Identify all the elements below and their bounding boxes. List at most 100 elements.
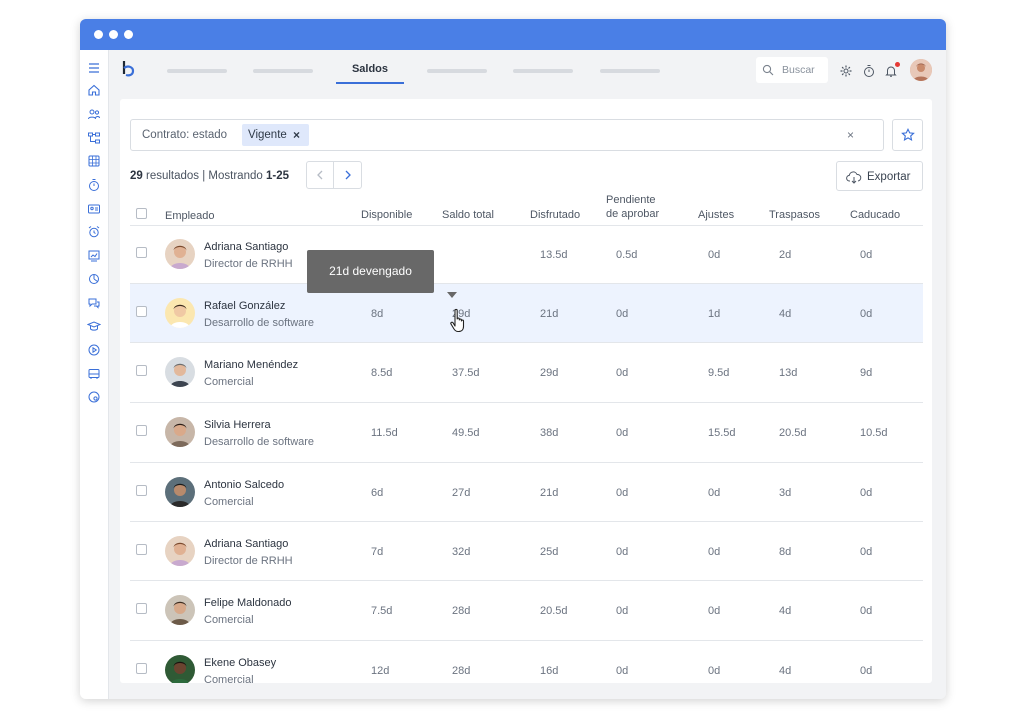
employee-role: Comercial	[204, 614, 254, 626]
clear-filter-icon[interactable]: ×	[847, 128, 855, 142]
table-row[interactable]: Rafael González Desarrollo de software 8d 2…	[130, 284, 923, 343]
graduation-cap-icon[interactable]	[87, 319, 101, 333]
row-checkbox[interactable]	[136, 425, 147, 436]
cell-pending: 0d	[616, 307, 629, 320]
cell-total[interactable]: 32d	[452, 545, 471, 558]
table-row[interactable]: Mariano Menéndez Comercial 8.5d 37.5d 29d 0d 9…	[130, 343, 923, 403]
window-dot-minimize[interactable]	[109, 30, 118, 39]
employee-name[interactable]: Felipe Maldonado	[204, 597, 292, 609]
employee-name[interactable]: Adriana Santiago	[204, 537, 289, 550]
row-checkbox[interactable]	[136, 484, 147, 496]
row-checkbox[interactable]	[136, 543, 147, 555]
notification-dot	[895, 62, 900, 67]
col-pending-line1: Pendiente	[606, 194, 656, 206]
tab-saldos[interactable]: Saldos	[351, 63, 389, 75]
col-employee[interactable]: Empleado	[165, 210, 215, 222]
col-adjustments[interactable]: Ajustes	[698, 209, 735, 221]
col-available[interactable]: Disponible	[361, 209, 413, 221]
pagination	[306, 161, 362, 189]
tab-placeholder-5[interactable]	[600, 69, 660, 73]
chart-user-icon[interactable]	[87, 249, 101, 263]
chip-remove-icon[interactable]: ×	[293, 128, 301, 142]
cell-available: 7.5d	[371, 605, 393, 617]
tab-placeholder-4[interactable]	[513, 69, 573, 73]
cell-enjoyed: 38d	[540, 427, 559, 439]
table-row[interactable]: Felipe Maldonado Comercial 7.5d 28d 20.5d 0d 0…	[130, 581, 923, 641]
export-button[interactable]: Exportar	[836, 161, 923, 191]
cell-pending: 0d	[616, 605, 629, 617]
cell-available: 6d	[371, 486, 384, 499]
play-icon[interactable]	[87, 343, 101, 357]
stopwatch-icon[interactable]	[87, 178, 101, 192]
window-dot-maximize[interactable]	[124, 30, 133, 39]
search-placeholder: Buscar	[782, 64, 815, 76]
cell-total[interactable]: 28d	[452, 665, 471, 677]
cell-total[interactable]: 49.5d	[452, 427, 480, 439]
tab-placeholder-2[interactable]	[253, 69, 313, 73]
cell-total[interactable]: 27d	[452, 486, 471, 499]
row-checkbox[interactable]	[136, 247, 147, 258]
filter-bar[interactable]: Contrato: estado Vigente × ×	[130, 119, 884, 151]
gear-icon[interactable]	[839, 64, 853, 78]
home-icon[interactable]	[87, 83, 101, 97]
col-expired[interactable]: Caducado	[850, 209, 901, 221]
tab-placeholder-1[interactable]	[167, 69, 227, 73]
header-divider	[130, 225, 923, 226]
cell-adjustments: 9.5d	[708, 367, 730, 379]
id-card-icon[interactable]	[87, 202, 101, 216]
col-pending[interactable]: Pendiente de aprobar	[606, 193, 659, 221]
row-checkbox[interactable]	[136, 603, 147, 614]
select-all-checkbox[interactable]	[136, 208, 147, 219]
user-avatar[interactable]	[910, 59, 932, 81]
pie-icon[interactable]	[87, 272, 101, 286]
timer-icon[interactable]	[862, 64, 876, 78]
palette-icon[interactable]	[87, 390, 101, 404]
col-total[interactable]: Saldo total	[442, 209, 494, 221]
window-dot-close[interactable]	[94, 30, 103, 39]
alarm-icon[interactable]	[87, 225, 101, 239]
results-range: 1-25	[265, 170, 289, 182]
employee-name[interactable]: Mariano Menéndez	[204, 359, 299, 371]
tab-placeholder-3[interactable]	[427, 69, 487, 73]
employee-name[interactable]: Antonio Salcedo	[204, 478, 285, 491]
favorite-button[interactable]	[892, 119, 923, 151]
row-checkbox[interactable]	[136, 365, 147, 376]
chat-icon[interactable]	[87, 296, 101, 310]
filter-chip[interactable]: Vigente ×	[242, 124, 309, 146]
brand-logo[interactable]	[121, 59, 141, 81]
calendar-grid-icon[interactable]	[87, 154, 101, 168]
employee-name[interactable]: Silvia Herrera	[204, 419, 271, 431]
bell-icon[interactable]	[884, 64, 898, 78]
cell-expired: 0d	[860, 307, 873, 320]
cell-expired: 0d	[860, 665, 873, 677]
people-icon[interactable]	[87, 107, 101, 121]
bus-icon[interactable]	[87, 367, 101, 381]
cell-expired: 0d	[860, 545, 873, 558]
col-enjoyed[interactable]: Disfrutado	[530, 209, 581, 221]
col-transfers[interactable]: Traspasos	[769, 209, 820, 221]
avatar	[165, 297, 195, 328]
cell-total[interactable]: 28d	[452, 605, 471, 617]
row-checkbox[interactable]	[136, 663, 147, 674]
cell-enjoyed: 20.5d	[540, 605, 568, 617]
employee-name[interactable]: Ekene Obasey	[204, 657, 277, 669]
org-chart-icon[interactable]	[87, 131, 101, 145]
table-row[interactable]: Antonio Salcedo Comercial 6d 27d 21d 0d 0d 3d 0d	[130, 463, 923, 522]
cell-adjustments: 0d	[708, 249, 721, 261]
table-row[interactable]: Adriana Santiago Director de RRHH 7d 32d 25d…	[130, 522, 923, 581]
cell-available: 8.5d	[371, 367, 393, 379]
cell-total[interactable]: 37.5d	[452, 367, 480, 379]
topbar: Saldos Buscar	[109, 50, 946, 99]
table-row[interactable]: Silvia Herrera Desarrollo de software 11.5…	[130, 403, 923, 463]
row-checkbox[interactable]	[136, 305, 147, 317]
prev-page-button[interactable]	[307, 162, 334, 188]
employee-name[interactable]: Adriana Santiago	[204, 241, 289, 253]
chevron-right-icon	[345, 170, 351, 180]
table-row[interactable]: Ekene Obasey Comercial 12d 28d 16d 0d 0d 4d 0d	[130, 641, 923, 683]
next-page-button[interactable]	[334, 162, 361, 188]
menu-icon[interactable]	[87, 61, 101, 75]
search-input[interactable]: Buscar	[756, 57, 828, 83]
employee-name[interactable]: Rafael González	[204, 299, 286, 312]
cell-available: 8d	[371, 307, 384, 320]
